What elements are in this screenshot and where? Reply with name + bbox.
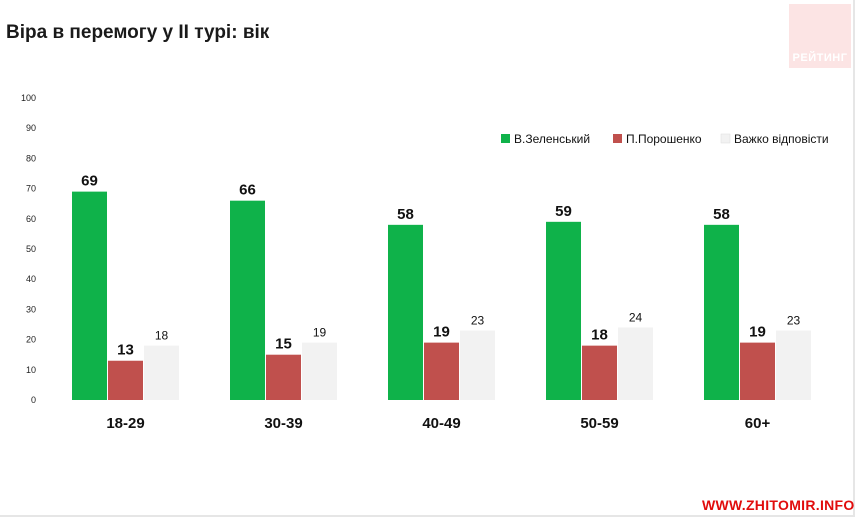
bar-1-4 [740, 342, 775, 400]
legend-swatch-1 [613, 134, 622, 143]
legend-swatch-2 [720, 133, 731, 144]
chart-title: Віра в перемогу у ІІ турі: вік [6, 22, 270, 43]
bar-1-3 [582, 345, 617, 400]
category-label: 30-39 [264, 415, 302, 432]
bar-2-1 [302, 342, 337, 400]
y-tick-label: 30 [26, 304, 36, 314]
data-label: 59 [555, 203, 572, 220]
data-label: 58 [397, 206, 414, 223]
category-label: 18-29 [106, 415, 144, 432]
bar-1-1 [266, 354, 301, 400]
data-label: 23 [787, 314, 801, 328]
logo-text: РЕЙТИНГ [792, 52, 848, 64]
bar-0-0 [72, 191, 107, 400]
data-label: 66 [239, 182, 256, 199]
y-tick-label: 50 [26, 244, 36, 254]
y-tick-label: 90 [26, 123, 36, 133]
bar-0-1 [230, 200, 265, 400]
bar-0-2 [388, 224, 423, 400]
legend-swatch-0 [501, 134, 510, 143]
y-tick-label: 70 [26, 184, 36, 194]
y-tick-label: 40 [26, 274, 36, 284]
bar-0-4 [704, 224, 739, 400]
data-label: 19 [433, 324, 450, 341]
data-label: 23 [471, 314, 485, 328]
legend-label: В.Зеленський [514, 132, 590, 146]
legend-label: П.Порошенко [626, 132, 702, 146]
bar-2-0 [144, 345, 179, 400]
category-label: 60+ [745, 415, 771, 432]
data-label: 19 [749, 324, 766, 341]
data-label: 19 [313, 326, 327, 340]
data-label: 15 [275, 336, 292, 353]
data-label: 69 [81, 173, 98, 190]
data-label: 18 [155, 329, 169, 343]
legend-label: Важко відповісти [734, 132, 829, 146]
y-tick-label: 100 [21, 93, 36, 103]
y-tick-label: 60 [26, 214, 36, 224]
y-tick-label: 80 [26, 153, 36, 163]
bar-2-2 [460, 330, 495, 400]
category-label: 50-59 [580, 415, 618, 432]
bar-2-4 [776, 330, 811, 400]
data-label: 24 [629, 311, 643, 325]
bar-1-2 [424, 342, 459, 400]
bar-0-3 [546, 221, 581, 400]
data-label: 18 [591, 327, 608, 344]
y-tick-label: 20 [26, 335, 36, 345]
y-tick-label: 0 [31, 395, 36, 405]
y-tick-label: 10 [26, 365, 36, 375]
rating-logo: РЕЙТИНГ [789, 4, 851, 68]
category-label: 40-49 [422, 415, 460, 432]
bar-2-3 [618, 327, 653, 400]
bar-1-0 [108, 360, 143, 400]
data-label: 58 [713, 206, 730, 223]
data-label: 13 [117, 342, 134, 359]
watermark: WWW.ZHITOMIR.INFO [702, 497, 855, 513]
